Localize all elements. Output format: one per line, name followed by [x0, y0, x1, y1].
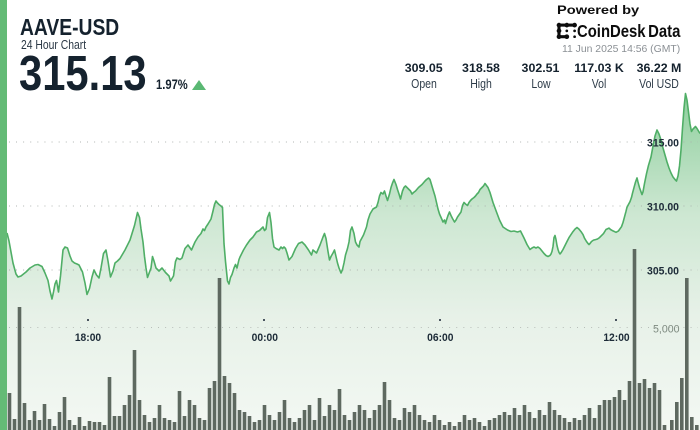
svg-text:310.00: 310.00	[647, 202, 679, 214]
svg-text:5,000: 5,000	[653, 324, 680, 336]
svg-text:315.00: 315.00	[647, 138, 679, 150]
svg-text:06:00: 06:00	[427, 332, 453, 344]
svg-text:305.00: 305.00	[647, 266, 679, 278]
svg-text:18:00: 18:00	[75, 332, 101, 344]
svg-text:12:00: 12:00	[603, 332, 629, 344]
svg-text:00:00: 00:00	[252, 332, 278, 344]
